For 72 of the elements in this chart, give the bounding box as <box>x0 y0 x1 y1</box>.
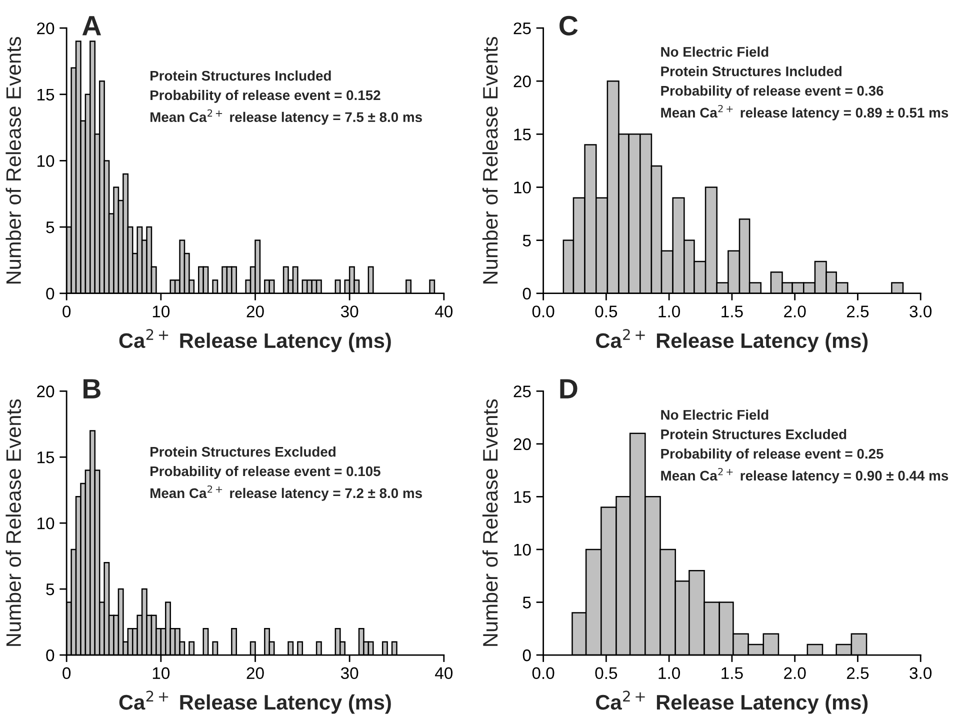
y-axis-title: Number of Release Events <box>482 36 498 284</box>
y-tick-label: 5 <box>46 222 54 234</box>
y-tick-label: 25 <box>514 22 531 34</box>
x-tick-label: 1.5 <box>722 667 743 680</box>
x-tick-label: 40 <box>435 667 453 680</box>
y-tick-label: 15 <box>38 88 54 101</box>
annotation: Mean Ca$^{2+}$ release latency = 0.89 ± 0.51 ms <box>661 104 948 120</box>
annotation: Mean Ca$^{2+}$ release latency = 0.90 ± 0.44 ms <box>661 468 948 484</box>
annotation: Protein Structures Included <box>150 70 331 81</box>
annotation: Protein Structures Excluded <box>661 429 846 440</box>
annotation: Probability of release event = 0.25 <box>661 448 884 462</box>
x-tick-label: 2.0 <box>784 667 806 680</box>
x-tick-label: 0.0 <box>532 667 554 680</box>
y-tick-label: 0 <box>522 649 531 662</box>
x-tick-label: 2.5 <box>846 667 869 680</box>
x-tick-label: 0 <box>62 306 71 318</box>
y-tick-label: 20 <box>37 22 54 34</box>
annotation: Protein Structures Included <box>661 66 842 76</box>
y-tick-label: 5 <box>46 584 54 596</box>
x-axis-title: Ca$^{2+}$ Release Latency (ms) <box>596 329 868 352</box>
x-tick-label: 20 <box>246 667 264 680</box>
annotation: Mean Ca$^{2+}$ release latency = 7.2 ± 8.0 ms <box>150 485 422 501</box>
y-tick-label: 15 <box>514 128 531 140</box>
annotation: No Electric Field <box>661 410 768 420</box>
chart-title: D <box>560 379 578 398</box>
y-tick-label: 15 <box>38 452 54 464</box>
x-tick-label: 3.0 <box>910 306 932 318</box>
x-tick-label: 0.5 <box>595 306 618 318</box>
x-tick-label: 20 <box>246 306 264 318</box>
x-tick-label: 30 <box>340 306 358 318</box>
annotation: No Electric Field <box>661 46 768 57</box>
y-tick-label: 10 <box>38 517 54 530</box>
y-tick-label: 0 <box>522 288 531 300</box>
y-tick-label: 5 <box>522 234 531 246</box>
x-axis-title: Ca$^{2+}$ Release Latency (ms) <box>119 329 391 352</box>
x-tick-label: 1.0 <box>658 306 680 318</box>
y-tick-label: 20 <box>37 386 54 398</box>
x-tick-label: 0.5 <box>595 667 618 680</box>
x-tick-label: 0.0 <box>532 306 554 318</box>
x-tick-label: 0 <box>62 667 71 680</box>
x-tick-label: 2.5 <box>846 306 869 318</box>
x-tick-label: 10 <box>152 306 170 318</box>
annotation: Probability of release event = 0.152 <box>150 90 380 103</box>
y-tick-label: 5 <box>522 596 531 608</box>
y-axis-title: Number of Release Events <box>6 399 22 646</box>
y-tick-label: 25 <box>514 386 531 398</box>
annotation: Probability of release event = 0.105 <box>150 466 380 479</box>
y-axis-title: Number of Release Events <box>482 399 498 646</box>
annotation: Probability of release event = 0.36 <box>661 86 884 98</box>
y-tick-label: 10 <box>38 155 54 167</box>
x-tick-label: 1.5 <box>722 306 743 318</box>
x-tick-label: 30 <box>340 667 358 680</box>
x-tick-label: 40 <box>435 306 453 318</box>
x-tick-label: 1.0 <box>658 667 680 680</box>
y-tick-label: 0 <box>46 649 54 662</box>
chart-title: C <box>560 16 578 36</box>
x-tick-label: 10 <box>152 667 170 680</box>
y-tick-label: 20 <box>514 76 531 88</box>
chart-title: A <box>82 16 102 36</box>
x-tick-label: 2.0 <box>784 306 806 318</box>
y-tick-label: 15 <box>514 491 531 503</box>
y-axis-title: Number of Release Events <box>6 36 22 284</box>
annotation: Protein Structures Excluded <box>150 446 336 457</box>
x-axis-title: Ca$^{2+}$ Release Latency (ms) <box>119 690 391 714</box>
x-axis-title: Ca$^{2+}$ Release Latency (ms) <box>596 690 868 714</box>
chart-title: B <box>84 379 100 398</box>
y-tick-label: 10 <box>514 544 531 556</box>
x-tick-label: 3.0 <box>910 667 932 680</box>
y-tick-label: 0 <box>46 288 54 300</box>
y-tick-label: 20 <box>514 438 531 450</box>
y-tick-label: 10 <box>514 182 531 194</box>
annotation: Mean Ca$^{2+}$ release latency = 7.5 ± 8.0 ms <box>150 109 422 125</box>
